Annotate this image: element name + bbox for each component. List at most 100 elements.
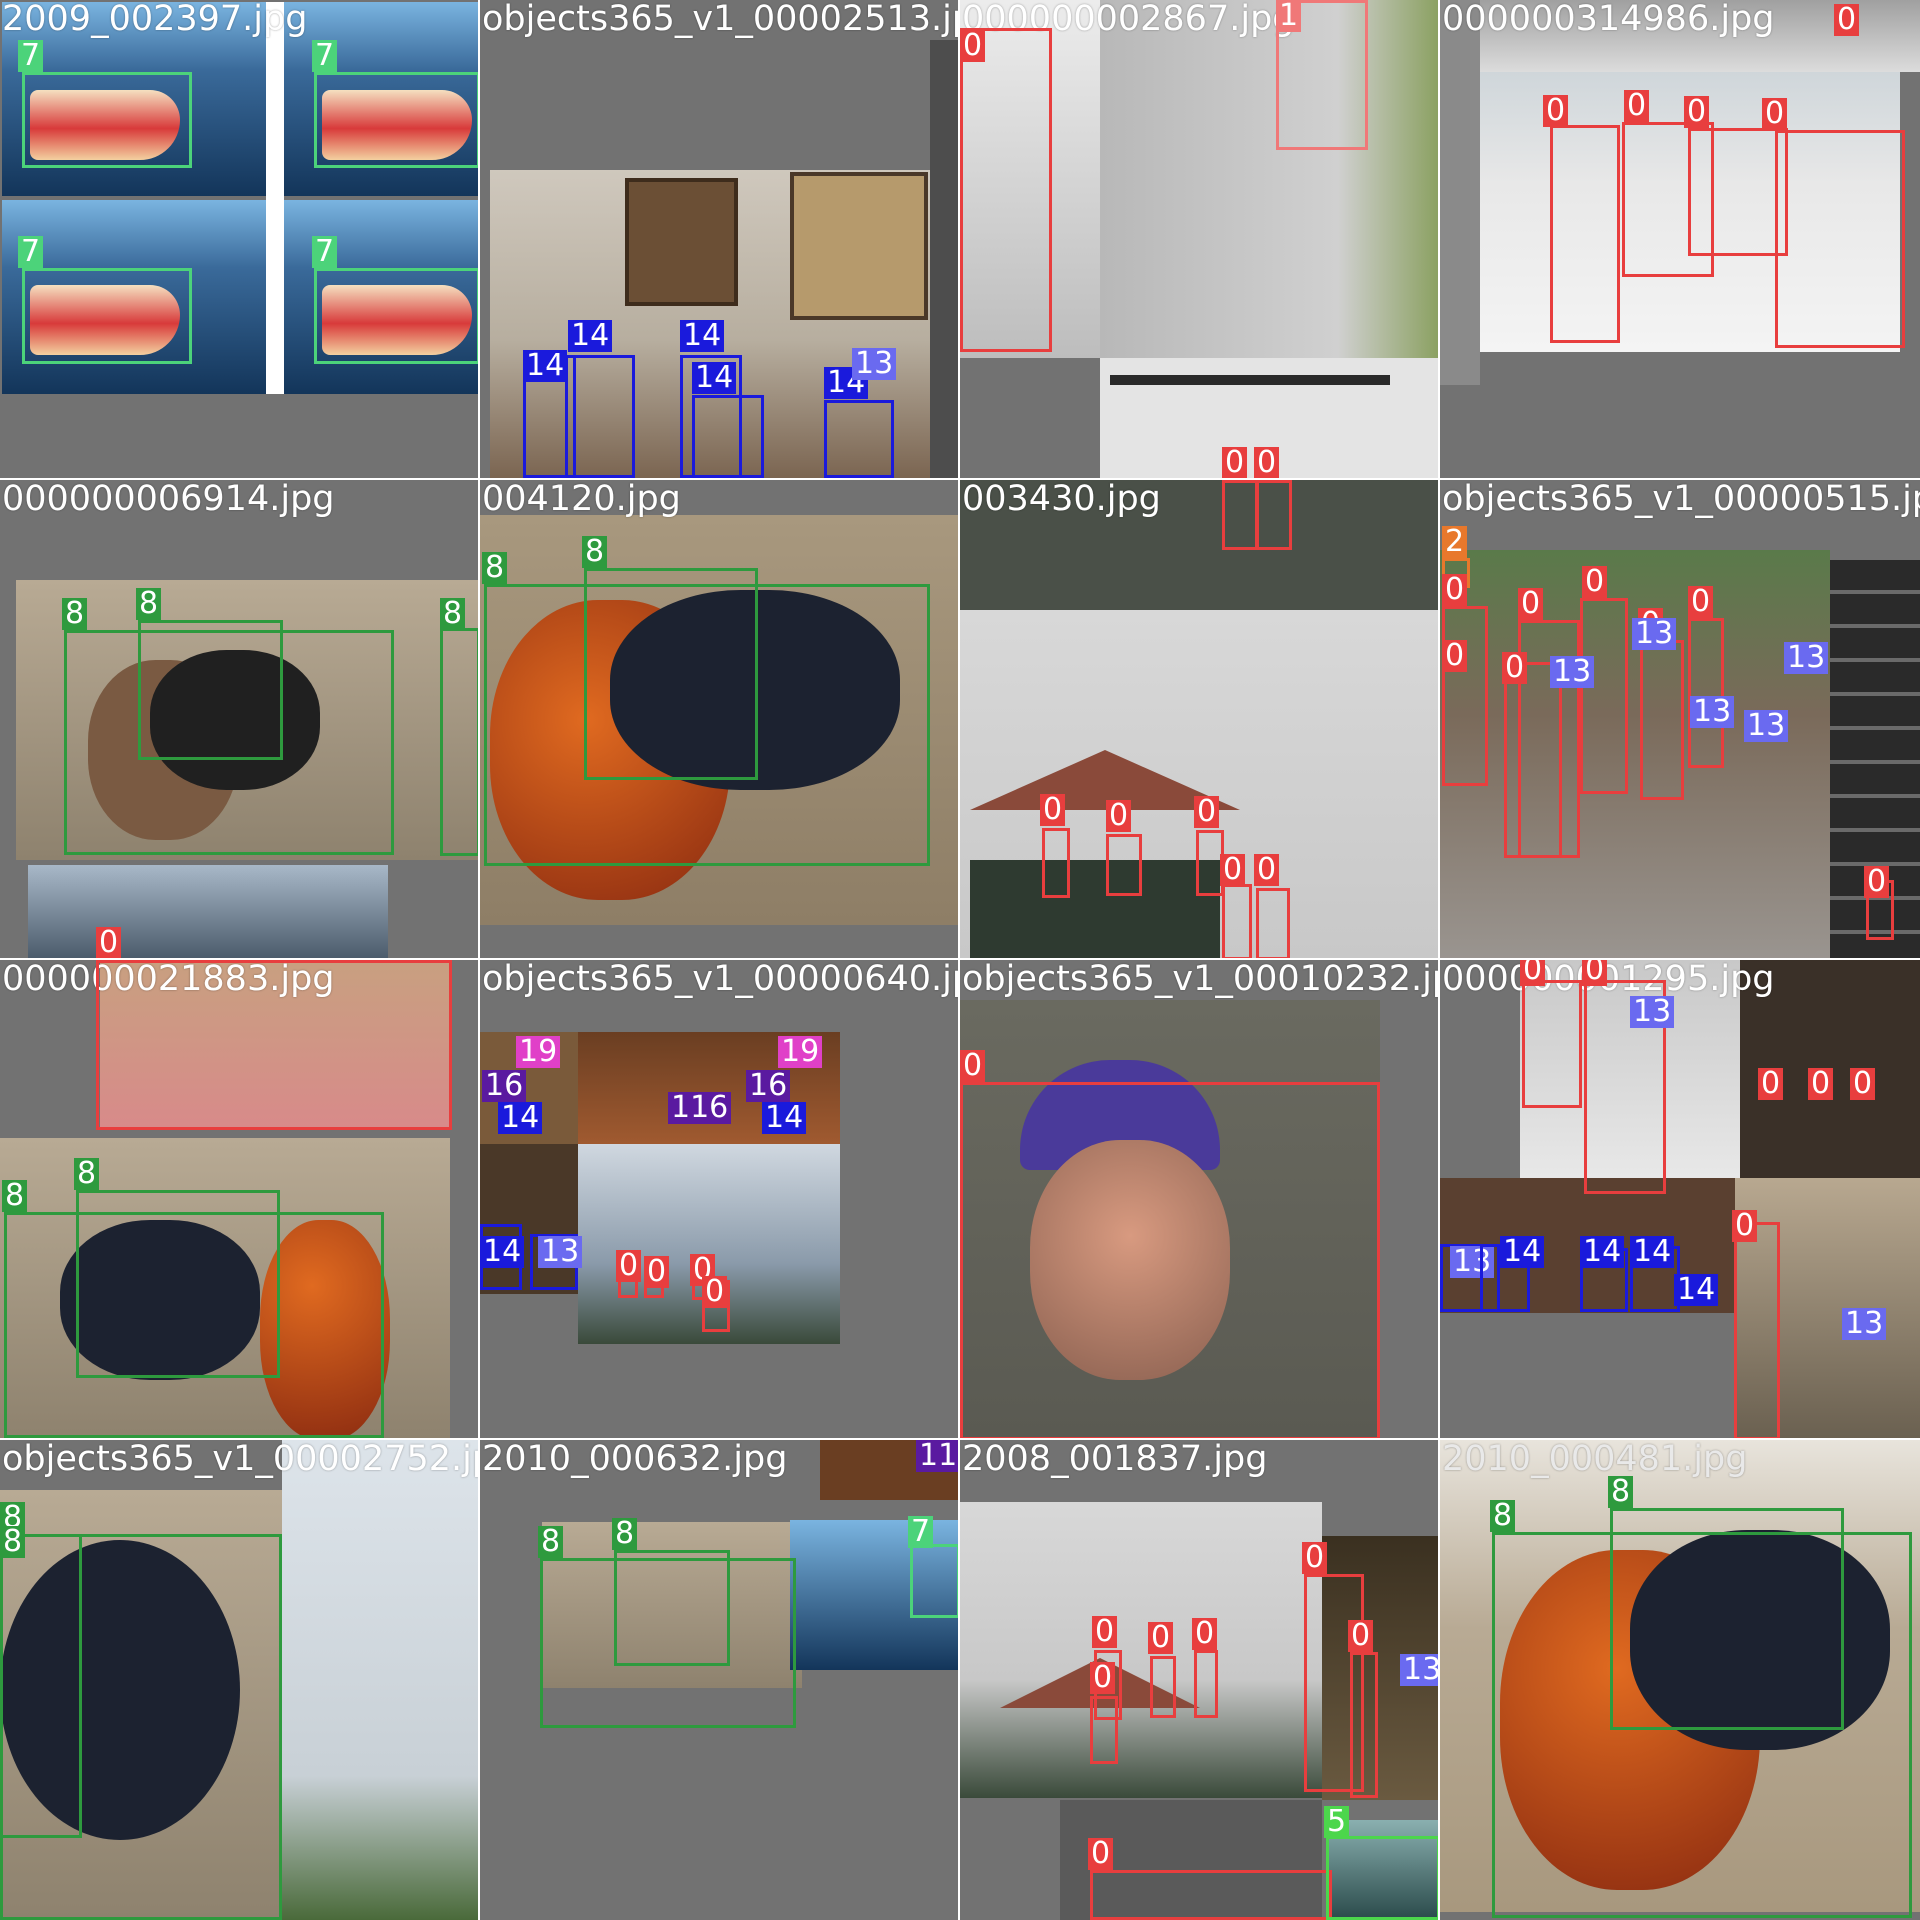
tile-objects365-00010232: objects365_v1_00010232.jpg 0	[960, 960, 1440, 1440]
bbox	[1775, 130, 1905, 348]
bbox-label: 0	[1442, 640, 1467, 672]
bbox-label: 7	[312, 40, 337, 72]
bbox-label: 13	[1842, 1308, 1886, 1340]
bbox-label: 14	[1500, 1236, 1544, 1268]
bbox-label: 13	[1784, 642, 1828, 674]
bbox-label: 0	[960, 1050, 985, 1082]
bbox-label: 8	[2, 1180, 27, 1212]
bbox	[1350, 1652, 1378, 1798]
tile-filename: objects365_v1_00002513.jpg	[482, 2, 960, 37]
bbox-label: 13	[538, 1236, 582, 1268]
tile-000000006914: 000000006914.jpg 8 8 8 0	[0, 480, 480, 960]
bbox-label: 0	[1222, 447, 1247, 479]
bbox	[1550, 125, 1620, 343]
bbox	[1256, 480, 1292, 550]
tile-filename: 2010_000632.jpg	[482, 1442, 787, 1477]
tile-2008-001837: 2008_001837.jpg 0 0 0 0 0 0 0 13 5	[960, 1440, 1440, 1920]
bbox	[1610, 1508, 1844, 1730]
bbox-label: 0	[644, 1256, 669, 1288]
bbox-label: 13	[1550, 656, 1594, 688]
gazebo-base	[970, 860, 1220, 960]
tile-objects365-00002752: objects365_v1_00002752.jpg 8 8	[0, 1440, 480, 1920]
bbox-label: 0	[1582, 960, 1607, 986]
bbox-label: 0	[1582, 566, 1607, 598]
bbox	[22, 72, 192, 168]
bbox	[614, 1550, 730, 1666]
bbox	[1090, 1870, 1332, 1920]
bbox	[910, 1544, 960, 1618]
bbox	[960, 28, 1052, 352]
bbox-label: 116	[668, 1092, 731, 1124]
bbox-label: 19	[516, 1036, 560, 1068]
bbox	[138, 620, 283, 760]
bbox-label: 0	[1834, 4, 1859, 36]
bbox-label: 14	[523, 350, 567, 382]
bbox-label: 14	[498, 1102, 542, 1134]
bbox-label: 0	[1732, 1210, 1757, 1242]
rocks-photo	[1440, 550, 1830, 960]
bbox-label: 0	[1090, 1662, 1115, 1694]
bbox-label: 0	[1624, 90, 1649, 122]
bbox-label: 7	[312, 236, 337, 268]
bbox-label: 8	[1490, 1500, 1515, 1532]
bbox-label: 14	[1580, 1236, 1624, 1268]
tile-filename: 2009_002397.jpg	[2, 2, 307, 37]
tile-filename: objects365_v1_00010232.jpg	[962, 962, 1440, 997]
bbox-label: 0	[1688, 586, 1713, 618]
bbox	[692, 395, 764, 478]
bbox-label: 0	[1092, 1616, 1117, 1648]
sky-photo	[282, 1440, 480, 1920]
road-photo	[1100, 0, 1440, 358]
bbox-label: 0	[1194, 796, 1219, 828]
bbox-label: 14	[762, 1102, 806, 1134]
bbox-label: 8	[1608, 1476, 1633, 1508]
bbox-label: 0	[1758, 1068, 1783, 1100]
bbox-label: 0	[960, 30, 985, 62]
bbox-label: 8	[538, 1526, 563, 1558]
bbox	[1090, 1696, 1118, 1764]
bbox-label: 116	[916, 1440, 960, 1472]
bbox-label: 8	[62, 598, 87, 630]
bbox-label: 0	[1442, 574, 1467, 606]
bbox	[22, 268, 192, 364]
bbox-label: 13	[1630, 996, 1674, 1028]
bbox-label: 13	[1400, 1654, 1440, 1686]
white-separator	[266, 2, 284, 394]
bbox-label: 8	[440, 598, 465, 630]
bbox-label: 7	[908, 1516, 933, 1548]
tile-objects365-00000515: objects365_v1_00000515.jpg 2 0 0 0 0 0 0…	[1440, 480, 1920, 960]
bbox	[1688, 618, 1724, 768]
tile-003430: 003430.jpg 0 0 0 0 0 0	[960, 480, 1440, 960]
bbox-label: 7	[18, 236, 43, 268]
bbox-label: 0	[1850, 1068, 1875, 1100]
bbox-label: 19	[778, 1036, 822, 1068]
bbox	[314, 72, 480, 168]
bbox-label: 13	[1744, 710, 1788, 742]
bbox	[1522, 980, 1582, 1108]
bbox	[1222, 884, 1252, 960]
bbox-label: 14	[480, 1236, 524, 1268]
tile-004120: 004120.jpg 8 8	[480, 480, 960, 960]
bbox-label: 0	[96, 960, 121, 962]
tile-filename: 000000314986.jpg	[1442, 2, 1775, 37]
bbox	[0, 1534, 82, 1838]
bbox-label: 14	[568, 320, 612, 352]
overhead-beam	[1110, 375, 1390, 385]
bbox	[1580, 598, 1628, 794]
bbox-label: 14	[692, 362, 736, 394]
bbox-label: 0	[702, 1276, 727, 1308]
bbox-label: 0	[616, 1250, 641, 1282]
wall-picture	[790, 172, 928, 320]
grid-line	[1438, 0, 1440, 1920]
tile-2010-000481: 2010_000481.jpg 8 8	[1440, 1440, 1920, 1920]
bbox-label: 0	[1148, 1622, 1173, 1654]
bbox-label: 5	[1324, 1806, 1349, 1838]
tile-000000001295: 000000001295.jpg 0 0 13 0 0 0 0 13 13 14…	[1440, 960, 1920, 1440]
bbox	[1326, 1836, 1440, 1920]
bbox	[314, 268, 480, 364]
bbox	[1106, 834, 1142, 896]
tile-filename: objects365_v1_00000640.jpg	[482, 962, 960, 997]
bbox-label: 13	[1632, 618, 1676, 650]
bbox-label: 8	[136, 588, 161, 620]
